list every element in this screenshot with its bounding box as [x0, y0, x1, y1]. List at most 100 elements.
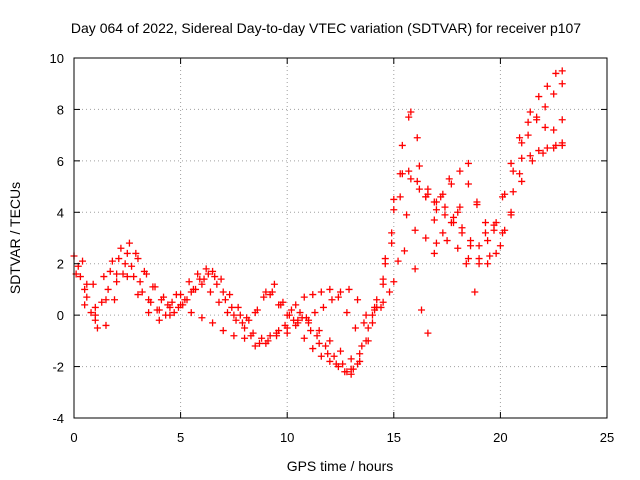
data-point	[204, 270, 212, 278]
data-point	[177, 301, 185, 309]
data-point	[388, 239, 396, 247]
data-point	[275, 301, 283, 309]
data-point	[319, 303, 327, 311]
data-point	[262, 339, 270, 347]
data-point	[232, 316, 240, 324]
data-point	[247, 332, 255, 340]
data-point	[76, 273, 84, 281]
data-point	[166, 311, 174, 319]
data-point	[507, 159, 515, 167]
data-point	[484, 237, 492, 245]
data-point	[368, 311, 376, 319]
data-point	[119, 270, 127, 278]
data-point	[390, 206, 398, 214]
data-point	[456, 167, 464, 175]
data-point	[541, 123, 549, 131]
data-point	[481, 229, 489, 237]
data-point	[432, 239, 440, 247]
data-point	[332, 360, 340, 368]
data-point	[192, 285, 200, 293]
data-point	[430, 249, 438, 257]
x-axis-title: GPS time / hours	[287, 458, 394, 474]
y-tick-label: -2	[52, 360, 64, 375]
data-point	[326, 357, 334, 365]
data-point	[187, 309, 195, 317]
data-point	[390, 278, 398, 286]
data-point	[87, 309, 95, 317]
data-point	[98, 298, 106, 306]
y-tick-label: -4	[52, 411, 64, 426]
x-tick-label: 0	[70, 430, 77, 445]
data-point	[516, 134, 524, 142]
data-point	[439, 229, 447, 237]
y-tick-label: 10	[50, 51, 64, 66]
x-tick-label: 15	[387, 430, 401, 445]
data-point	[390, 195, 398, 203]
data-point	[106, 267, 114, 275]
data-point	[403, 211, 411, 219]
data-point	[462, 260, 470, 268]
data-point	[326, 337, 334, 345]
data-point	[328, 296, 336, 304]
data-point	[432, 198, 440, 206]
y-tick-label: 6	[57, 154, 64, 169]
x-tick-label: 10	[280, 430, 294, 445]
data-point	[381, 255, 389, 263]
data-point	[200, 275, 208, 283]
data-point	[315, 339, 323, 347]
series-track-6	[266, 175, 479, 337]
data-point	[300, 293, 308, 301]
data-point	[324, 350, 332, 358]
data-point	[266, 291, 274, 299]
data-point	[464, 255, 472, 263]
data-point	[234, 303, 242, 311]
data-point	[368, 319, 376, 327]
data-point	[83, 280, 91, 288]
data-point	[422, 193, 430, 201]
data-point	[317, 352, 325, 360]
data-point	[398, 141, 406, 149]
data-point	[347, 355, 355, 363]
data-point	[296, 309, 304, 317]
y-tick-label: 0	[57, 308, 64, 323]
data-point	[535, 93, 543, 101]
data-point	[371, 303, 379, 311]
data-point	[313, 332, 321, 340]
data-point	[558, 139, 566, 147]
data-point	[198, 280, 206, 288]
data-point	[315, 327, 323, 335]
data-point	[262, 288, 270, 296]
data-point	[341, 368, 349, 376]
data-point	[443, 237, 451, 245]
data-point	[424, 329, 432, 337]
plot-frame	[73, 57, 608, 419]
data-point	[241, 334, 249, 342]
x-tick-label: 5	[177, 430, 184, 445]
data-point	[115, 255, 123, 263]
data-point	[464, 180, 472, 188]
data-point	[528, 157, 536, 165]
data-point	[526, 108, 534, 116]
data-point	[217, 275, 225, 283]
data-point	[499, 229, 507, 237]
data-point	[475, 260, 483, 268]
data-point	[373, 296, 381, 304]
data-point	[445, 175, 453, 183]
data-point	[405, 113, 413, 121]
data-point	[543, 144, 551, 152]
data-point	[449, 213, 457, 221]
data-point	[130, 273, 138, 281]
data-point	[83, 293, 91, 301]
data-point	[79, 257, 87, 265]
data-point	[550, 126, 558, 134]
data-point	[251, 342, 259, 350]
data-point	[309, 345, 317, 353]
data-point	[424, 185, 432, 193]
data-point	[407, 175, 415, 183]
data-point	[492, 249, 500, 257]
data-point	[441, 203, 449, 211]
data-point	[194, 270, 202, 278]
data-point	[153, 306, 161, 314]
data-point	[518, 177, 526, 185]
